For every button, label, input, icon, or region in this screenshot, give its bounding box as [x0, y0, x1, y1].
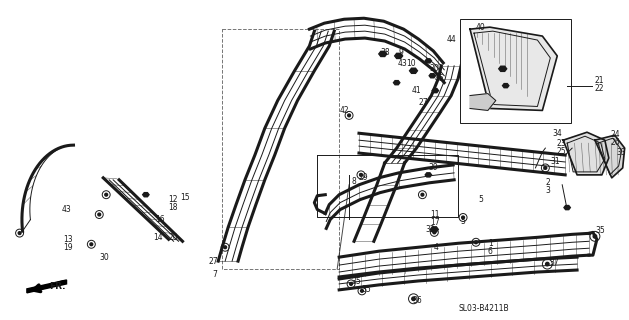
- Text: 39: 39: [428, 164, 438, 172]
- Circle shape: [412, 297, 415, 300]
- Polygon shape: [564, 205, 571, 210]
- Text: 4: 4: [433, 243, 438, 252]
- Circle shape: [90, 243, 92, 246]
- Text: 30: 30: [99, 253, 109, 262]
- Text: 8: 8: [351, 177, 356, 186]
- Text: 32: 32: [425, 225, 435, 234]
- Text: 34: 34: [552, 129, 562, 138]
- Text: 26: 26: [611, 138, 620, 147]
- Polygon shape: [595, 135, 625, 178]
- Text: 41: 41: [411, 86, 421, 95]
- Text: 5: 5: [460, 217, 465, 226]
- Text: FR.: FR.: [48, 282, 65, 292]
- Polygon shape: [563, 132, 609, 175]
- Polygon shape: [430, 227, 438, 232]
- Circle shape: [433, 231, 436, 234]
- Text: 16: 16: [155, 215, 164, 224]
- Text: 35: 35: [595, 226, 604, 235]
- Polygon shape: [27, 280, 67, 293]
- Text: 33: 33: [616, 148, 626, 156]
- Text: 12: 12: [169, 195, 178, 204]
- Polygon shape: [470, 93, 496, 110]
- Text: 31: 31: [550, 157, 560, 166]
- Text: 13: 13: [64, 235, 73, 244]
- Text: 37: 37: [549, 258, 559, 267]
- Text: 18: 18: [169, 203, 178, 212]
- Circle shape: [105, 193, 108, 196]
- Text: 28: 28: [478, 96, 487, 105]
- Text: 22: 22: [595, 84, 604, 93]
- Text: 3: 3: [545, 186, 550, 195]
- Circle shape: [421, 193, 424, 196]
- Text: 35: 35: [361, 285, 370, 294]
- Circle shape: [224, 246, 226, 249]
- Circle shape: [18, 232, 21, 235]
- Polygon shape: [499, 66, 507, 71]
- Text: 10: 10: [406, 59, 416, 68]
- Text: SL03-B4211B: SL03-B4211B: [458, 304, 509, 313]
- Circle shape: [474, 241, 477, 244]
- Text: 29: 29: [359, 173, 369, 182]
- Text: 19: 19: [64, 243, 73, 252]
- Text: 14: 14: [153, 233, 162, 242]
- Text: 9: 9: [399, 48, 404, 57]
- Text: 11: 11: [430, 210, 440, 219]
- Text: 38: 38: [381, 48, 391, 57]
- Circle shape: [350, 283, 352, 285]
- Polygon shape: [429, 74, 435, 78]
- Bar: [460, 19, 571, 123]
- Text: 6: 6: [488, 247, 493, 256]
- Text: 30: 30: [430, 64, 439, 73]
- Text: 20: 20: [169, 233, 178, 242]
- Text: 7: 7: [212, 269, 217, 278]
- Polygon shape: [432, 89, 438, 93]
- Text: 23: 23: [556, 139, 566, 148]
- Text: 43: 43: [62, 205, 71, 214]
- Text: 17: 17: [430, 218, 440, 227]
- Polygon shape: [470, 27, 557, 110]
- Circle shape: [360, 290, 364, 292]
- Text: 27: 27: [418, 98, 428, 107]
- Polygon shape: [425, 59, 431, 63]
- Text: 2: 2: [545, 178, 550, 187]
- Text: 40: 40: [476, 23, 486, 32]
- Polygon shape: [143, 193, 149, 197]
- Polygon shape: [394, 53, 403, 59]
- Text: 15: 15: [181, 193, 190, 202]
- Circle shape: [544, 166, 547, 169]
- Circle shape: [98, 213, 101, 216]
- Polygon shape: [425, 173, 431, 177]
- Circle shape: [348, 114, 350, 117]
- Polygon shape: [503, 84, 509, 88]
- Text: 45: 45: [434, 74, 444, 83]
- Text: 1: 1: [488, 239, 493, 248]
- Polygon shape: [394, 81, 400, 85]
- Polygon shape: [379, 51, 387, 57]
- Text: 5: 5: [478, 195, 483, 204]
- Text: 36: 36: [413, 296, 422, 305]
- Text: 43: 43: [398, 59, 408, 68]
- Text: 42: 42: [339, 106, 348, 115]
- Text: 27: 27: [208, 257, 218, 266]
- Circle shape: [593, 235, 597, 238]
- Polygon shape: [409, 68, 418, 73]
- Circle shape: [545, 262, 549, 266]
- Circle shape: [360, 173, 362, 176]
- Text: 25: 25: [556, 147, 566, 156]
- Text: 35: 35: [351, 277, 361, 286]
- Text: 24: 24: [611, 130, 620, 139]
- Text: 44: 44: [446, 35, 456, 44]
- Text: 21: 21: [595, 76, 604, 85]
- Circle shape: [462, 216, 464, 219]
